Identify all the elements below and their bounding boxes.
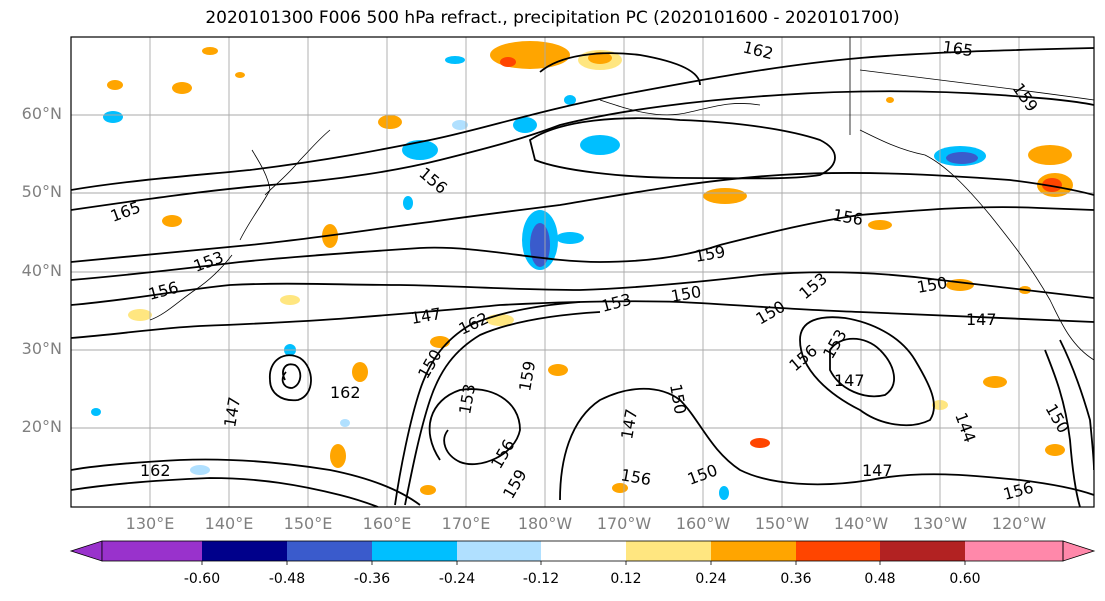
colorbar-segment (457, 541, 541, 561)
colorbar-tick-label: -0.24 (438, 571, 476, 587)
lat-label: 60°N (21, 104, 62, 123)
colorbar-segment (711, 541, 796, 561)
colorbar-tick-label: -0.60 (183, 571, 221, 587)
lat-label: 20°N (21, 417, 62, 436)
lon-label: 180°W (517, 514, 573, 533)
lon-label: 120°W (991, 514, 1047, 533)
lat-label: 40°N (21, 261, 62, 280)
refractivity-contours (71, 47, 1094, 507)
colorbar-segment (965, 541, 1063, 561)
lon-label: 170°W (596, 514, 652, 533)
contour-label: 147 (966, 310, 997, 329)
map-frame (70, 36, 1095, 508)
contour-label: 165 (941, 37, 974, 60)
graticule (71, 37, 1094, 507)
lon-label: 130°W (912, 514, 968, 533)
lon-label: 150°W (754, 514, 810, 533)
colorbar-segment (372, 541, 457, 561)
lon-label: 160°E (362, 514, 412, 533)
map-panel (71, 37, 1094, 507)
lon-label: 160°W (675, 514, 731, 533)
colorbar-segment (287, 541, 372, 561)
colorbar-segment (202, 541, 287, 561)
lon-label: 140°E (204, 514, 254, 533)
colorbar-tick-label: 0.12 (610, 571, 642, 587)
lon-label: 150°E (283, 514, 333, 533)
map-title: 2020101300 F006 500 hPa refract., precip… (205, 8, 900, 28)
colorbar (69, 540, 1096, 565)
colorbar-segment (626, 541, 711, 561)
colorbar-max-arrow (1062, 540, 1096, 562)
colorbar-min-arrow (69, 540, 103, 562)
colorbar-tick-label: 0.36 (780, 571, 812, 587)
coastlines (149, 37, 1094, 361)
lat-label: 50°N (21, 182, 62, 201)
contour-label: 147 (862, 461, 893, 480)
contour-label: 162 (330, 383, 361, 402)
contour-label: 162 (140, 461, 171, 480)
colorbar-segment (796, 541, 880, 561)
colorbar-tick-label: 0.24 (695, 571, 727, 587)
lon-label: 140°W (833, 514, 889, 533)
colorbar-segment (541, 541, 626, 561)
lat-label: 30°N (21, 339, 62, 358)
contour-label: 147 (834, 371, 865, 390)
precip-shading (91, 41, 1073, 500)
colorbar-tick-label: -0.12 (522, 571, 560, 587)
colorbar-tick-label: 0.60 (949, 571, 981, 587)
colorbar-tick-label: -0.48 (268, 571, 306, 587)
lon-label: 130°E (125, 514, 175, 533)
colorbar-tick-label: -0.36 (353, 571, 391, 587)
lon-label: 170°E (441, 514, 491, 533)
colorbar-segment (102, 541, 202, 561)
colorbar-tick-label: 0.48 (864, 571, 896, 587)
colorbar-segment (880, 541, 965, 561)
